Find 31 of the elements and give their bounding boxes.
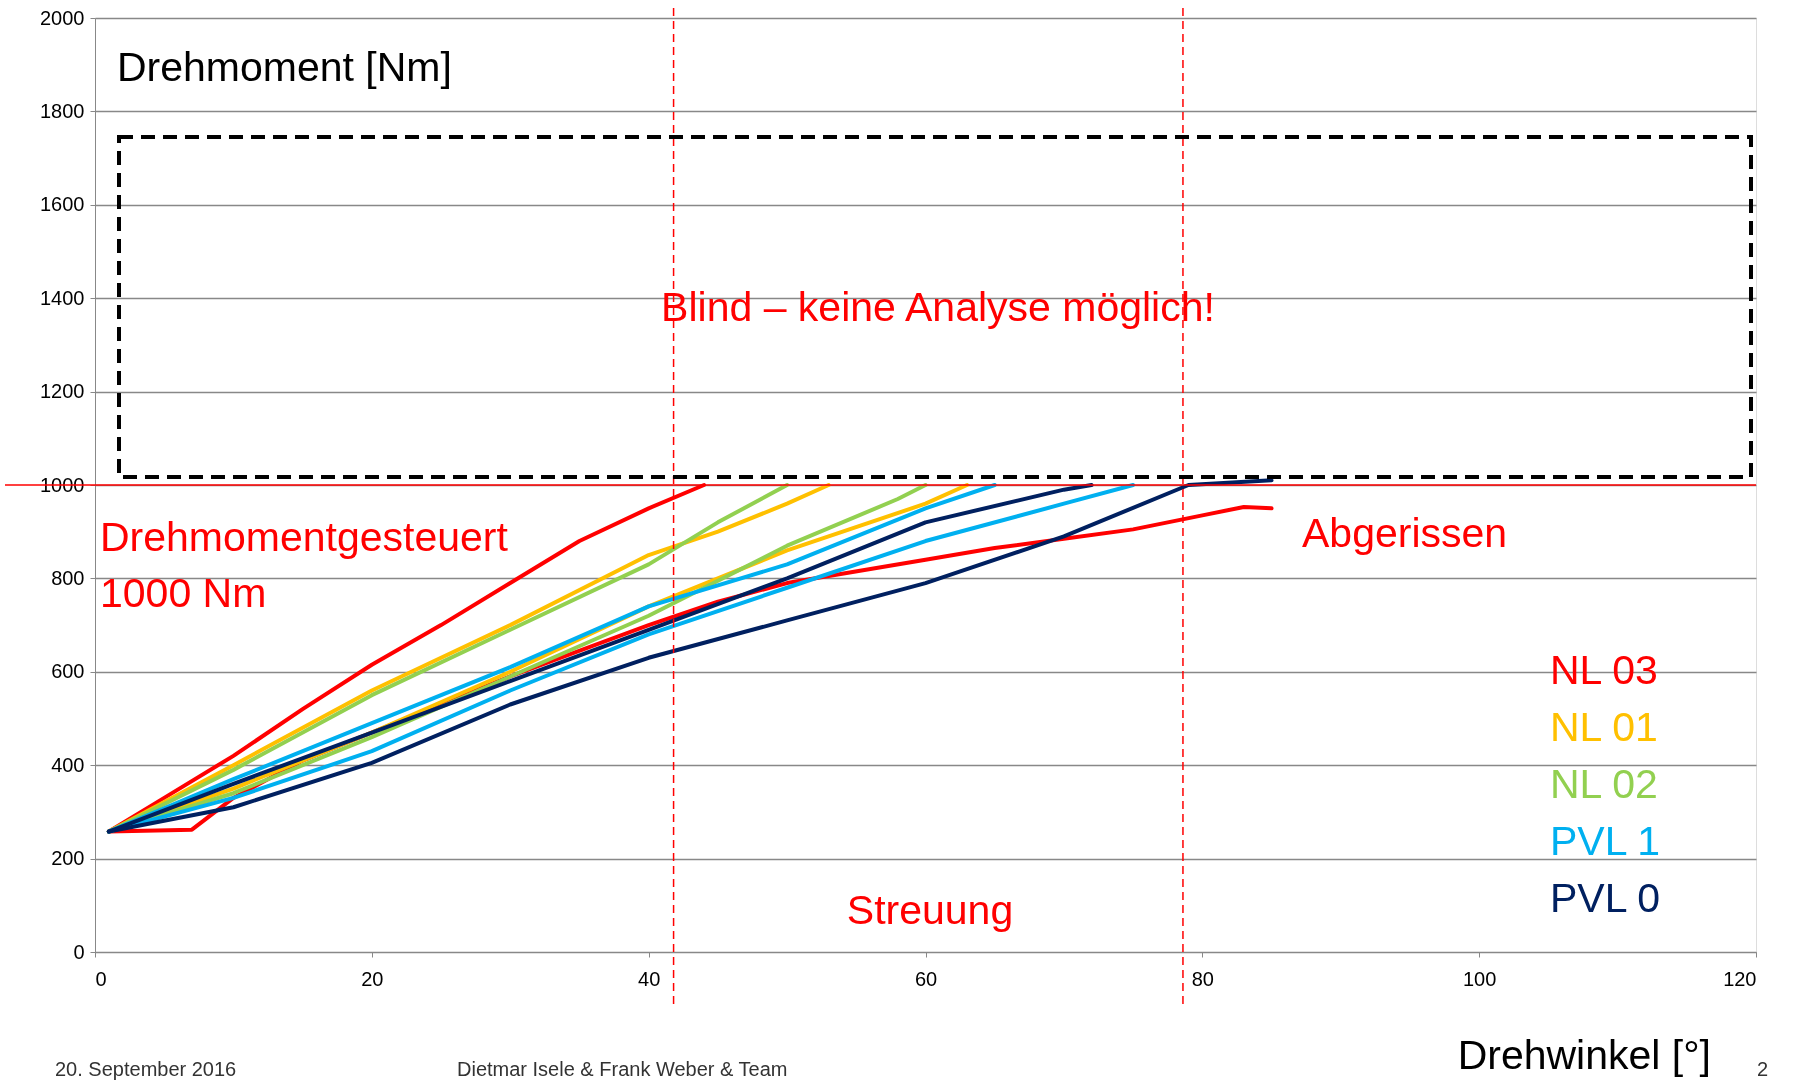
- ref-line-label: Drehmomentgesteuert 1000 Nm: [100, 514, 509, 616]
- text: PVL 1: [1550, 818, 1661, 864]
- annotation: Streuung: [846, 887, 1014, 933]
- text: NL 03: [1550, 647, 1658, 693]
- annotation: Blind – keine Analyse möglich!: [661, 284, 1215, 330]
- x-tick-label: 60: [914, 967, 938, 990]
- text: NL 01: [1550, 704, 1658, 750]
- text: 20. September 2016: [55, 1058, 237, 1080]
- text: NL 02: [1550, 761, 1658, 807]
- y-tick-label: 600: [51, 660, 85, 683]
- x-tick-label: 80: [1191, 967, 1214, 990]
- text: Dietmar Isele & Frank Weber & Team: [457, 1058, 788, 1080]
- text: PVL 0: [1550, 875, 1661, 921]
- annotation: Abgerissen: [1302, 510, 1508, 556]
- x-tick-label: 40: [638, 967, 661, 990]
- y-tick-label: 1200: [40, 380, 85, 403]
- x-tick-label: 100: [1462, 967, 1497, 990]
- x-tick-label: 20: [361, 967, 384, 990]
- y-axis-title: Drehmoment [Nm]: [117, 44, 452, 90]
- y-tick-label: 2000: [40, 6, 85, 29]
- x-tick-label: 0: [95, 967, 107, 990]
- y-tick-label: 400: [51, 753, 85, 776]
- y-tick-label: 1400: [40, 286, 85, 309]
- y-tick-label: 1600: [40, 193, 85, 216]
- y-tick-label: 1800: [40, 99, 85, 122]
- text: 2: [1757, 1058, 1769, 1080]
- y-tick-label: 800: [51, 566, 85, 589]
- y-tick-label: 200: [51, 847, 85, 870]
- x-axis-title: Drehwinkel [°]: [1457, 1032, 1711, 1078]
- y-tick-label: 0: [73, 940, 85, 963]
- x-tick-label: 120: [1723, 967, 1757, 990]
